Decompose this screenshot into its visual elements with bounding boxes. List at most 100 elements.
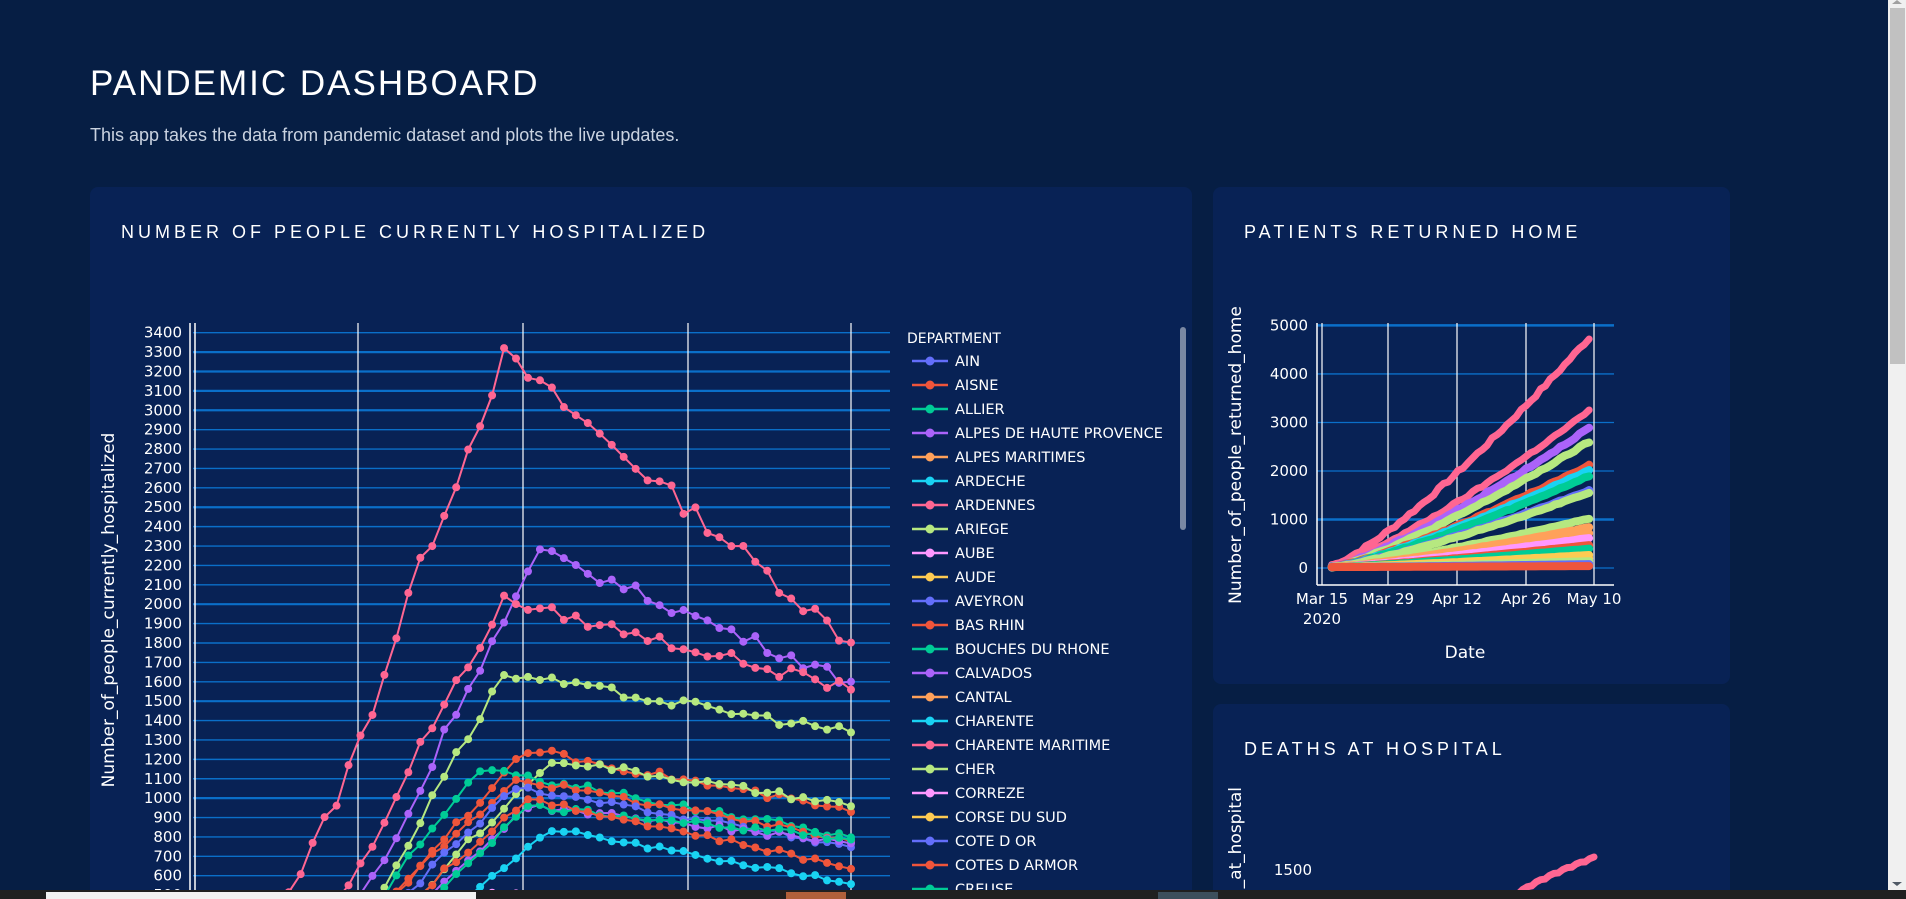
- legend-label: CORREZE: [955, 786, 1025, 802]
- legend-item[interactable]: BAS RHIN: [912, 618, 1025, 634]
- data-point: [775, 720, 784, 729]
- data-point: [428, 542, 437, 551]
- data-point: [583, 807, 592, 816]
- y-tick-label: 2600: [144, 479, 182, 497]
- legend-item[interactable]: ARDECHE: [912, 474, 1026, 490]
- data-point: [464, 818, 473, 827]
- y-tick-label: 2400: [144, 518, 182, 536]
- legend-item[interactable]: COTE D OR: [912, 834, 1036, 850]
- legend-item[interactable]: AISNE: [912, 378, 998, 394]
- legend-item[interactable]: AIN: [912, 354, 980, 370]
- data-point: [607, 683, 616, 692]
- data-point: [547, 784, 556, 793]
- data-point: [452, 850, 461, 859]
- data-point: [500, 344, 509, 353]
- data-point: [500, 864, 509, 873]
- data-point: [547, 801, 556, 810]
- taskbar-window-tab[interactable]: [46, 892, 476, 899]
- data-point: [488, 784, 497, 793]
- legend-scrollbar[interactable]: [1180, 327, 1186, 530]
- data-point: [464, 848, 473, 857]
- data-point: [404, 851, 413, 860]
- data-point: [404, 588, 413, 597]
- legend-item[interactable]: AUDE: [912, 570, 996, 586]
- data-point: [500, 804, 509, 813]
- data-point: [739, 541, 748, 550]
- legend-item[interactable]: ARDENNES: [912, 498, 1035, 514]
- taskbar-app-icon[interactable]: [1158, 892, 1218, 899]
- data-point: [368, 842, 377, 851]
- data-point: [667, 846, 676, 855]
- legend-item[interactable]: AUBE: [912, 546, 995, 562]
- taskbar-app-icon[interactable]: [786, 892, 846, 899]
- legend-item[interactable]: ALPES DE HAUTE PROVENCE: [912, 426, 1163, 442]
- data-point: [715, 705, 724, 714]
- data-point: [823, 725, 832, 734]
- data-point: [751, 816, 760, 825]
- y-tick-label: 1300: [144, 731, 182, 749]
- y-tick-label: 3300: [144, 343, 182, 361]
- hospitalized-chart[interactable]: 5006007008009001000110012001300140015001…: [0, 0, 1200, 890]
- data-point: [679, 806, 688, 815]
- data-point: [691, 611, 700, 620]
- legend-item[interactable]: CHARENTE: [912, 714, 1034, 730]
- data-point: [787, 664, 796, 673]
- legend-item[interactable]: CALVADOS: [912, 666, 1032, 682]
- data-point: [799, 607, 808, 616]
- data-point: [535, 789, 544, 798]
- data-point: [847, 802, 855, 811]
- data-point: [488, 827, 497, 836]
- legend-item[interactable]: ALPES MARITIMES: [912, 450, 1086, 466]
- data-point: [380, 670, 389, 679]
- data-point: [739, 637, 748, 646]
- data-point: [488, 687, 497, 696]
- data-point: [464, 835, 473, 844]
- legend-item[interactable]: CHARENTE MARITIME: [912, 738, 1110, 754]
- legend-item[interactable]: CHER: [912, 762, 995, 778]
- data-point: [763, 649, 772, 658]
- data-point: [440, 883, 449, 890]
- page-scrollbar[interactable]: [1888, 0, 1906, 890]
- scrollbar-thumb[interactable]: [1890, 8, 1905, 364]
- y-tick-label: 1600: [144, 673, 182, 691]
- legend-item[interactable]: CORSE DU SUD: [912, 810, 1067, 826]
- data-point: [547, 603, 556, 612]
- data-point: [559, 615, 568, 624]
- legend-item[interactable]: COTES D ARMOR: [912, 858, 1078, 874]
- data-point: [655, 822, 664, 831]
- data-point: [571, 561, 580, 570]
- legend-item[interactable]: AVEYRON: [912, 594, 1024, 610]
- scroll-down-arrow-icon[interactable]: [1892, 882, 1902, 886]
- legend-item[interactable]: ALLIER: [912, 402, 1005, 418]
- data-point: [835, 722, 844, 731]
- data-point: [775, 845, 784, 854]
- data-point: [631, 802, 640, 811]
- data-point: [751, 557, 760, 566]
- scroll-up-arrow-icon[interactable]: [1892, 0, 1902, 4]
- data-point: [727, 649, 736, 658]
- data-point: [691, 503, 700, 512]
- legend-item[interactable]: CORREZE: [912, 786, 1025, 802]
- legend-item[interactable]: CREUSE: [912, 882, 1013, 890]
- legend-swatch-marker: [925, 572, 935, 582]
- data-point: [811, 828, 820, 837]
- y-tick-label: 2800: [144, 440, 182, 458]
- y-tick-label: 2200: [144, 556, 182, 574]
- data-point: [476, 849, 485, 858]
- data-point: [512, 592, 521, 601]
- legend-item[interactable]: BOUCHES DU RHONE: [912, 642, 1110, 658]
- data-point: [847, 677, 855, 686]
- data-point: [392, 634, 401, 643]
- data-point: [488, 620, 497, 629]
- data-point: [452, 858, 461, 867]
- legend-swatch-marker: [925, 884, 935, 890]
- legend-item[interactable]: ARIEGE: [912, 522, 1009, 538]
- data-point: [619, 763, 628, 772]
- data-point: [775, 654, 784, 663]
- data-point: [619, 693, 628, 702]
- legend-swatch-marker: [925, 596, 935, 606]
- legend-item[interactable]: CANTAL: [912, 690, 1012, 706]
- data-point: [559, 749, 568, 758]
- data-point: [655, 632, 664, 641]
- data-point: [775, 672, 784, 681]
